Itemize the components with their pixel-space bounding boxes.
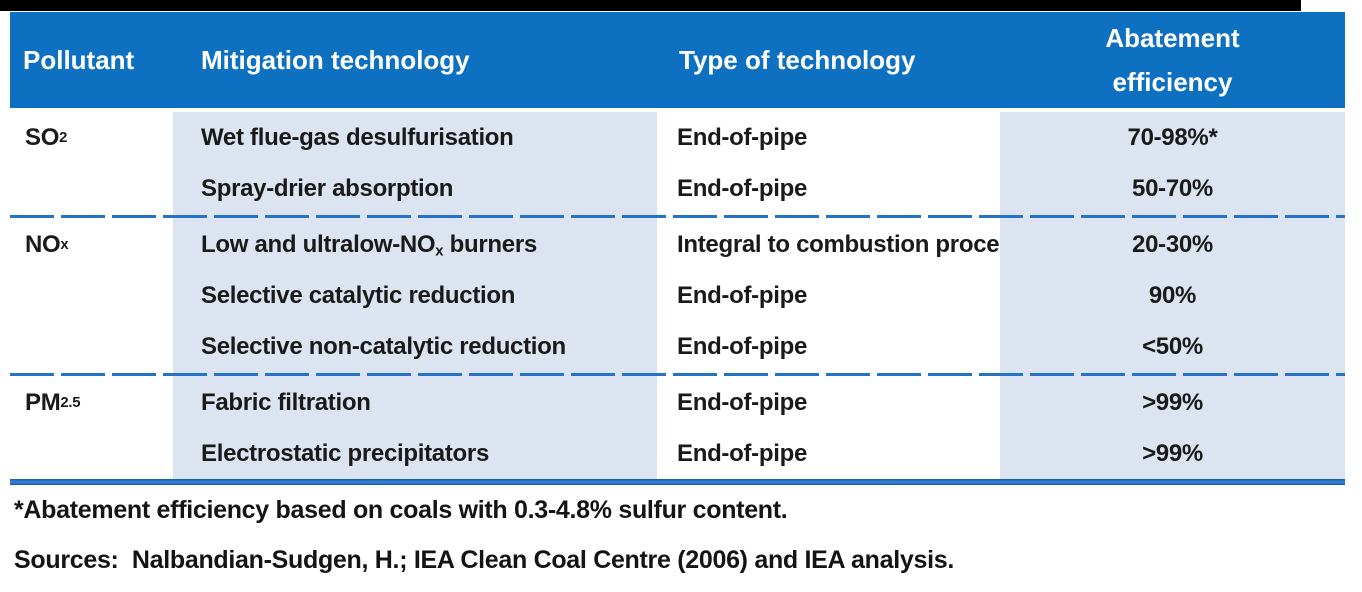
technology-cell: Electrostatic precipitators <box>173 428 657 479</box>
pollutant-cell <box>10 428 173 479</box>
efficiency-text: >99% <box>1142 388 1203 416</box>
type-cell: End-of-pipe <box>657 270 1000 321</box>
pollutant-cell: SO 2 <box>25 123 68 151</box>
efficiency-cell: 90% <box>1000 270 1345 321</box>
efficiency-cell: 50-70% <box>1000 163 1345 214</box>
pollutants-table: Pollutant Mitigation technology Type of … <box>10 12 1345 485</box>
technology-text: Selective catalytic reduction <box>201 282 515 310</box>
header-type-of-technology-label: Type of technology <box>679 44 916 75</box>
pollutant-base: SO <box>25 123 60 151</box>
pollutant-base: PM <box>25 388 61 416</box>
table-bottom-border <box>10 479 1345 485</box>
dashed-separator-line <box>10 215 1345 218</box>
pollutant-cell: PM 2.5 <box>25 388 81 416</box>
type-cell: Integral to combustion process <box>657 219 1026 270</box>
technology-cell: Low and ultralow-NOx burners <box>173 219 657 270</box>
technology-text-pre: Wet flue-gas desulfurisation <box>201 123 514 151</box>
efficiency-text: >99% <box>1142 439 1203 467</box>
table-row: Selective non-catalytic reduction End-of… <box>10 321 1345 372</box>
technology-text-pre: Low and ultralow-NO <box>201 230 436 258</box>
technology-text-pre: Fabric filtration <box>201 388 371 416</box>
header-pollutant: Pollutant <box>10 12 173 108</box>
efficiency-text: 50-70% <box>1132 174 1213 202</box>
table-row: PM 2.5 Fabric filtration End-of-pipe >99% <box>10 377 1345 428</box>
table-body: SO 2 Wet flue-gas desulfurisation End-of-… <box>10 112 1345 485</box>
footnote-text: *Abatement efficiency based on coals wit… <box>14 496 788 524</box>
table-row: Electrostatic precipitators End-of-pipe … <box>10 428 1345 479</box>
technology-cell: Selective non-catalytic reduction <box>173 321 657 372</box>
type-cell: End-of-pipe <box>657 112 1000 163</box>
type-text: Integral to combustion process <box>677 230 1026 258</box>
top-border-bar <box>0 0 1301 11</box>
type-cell: End-of-pipe <box>657 321 1000 372</box>
technology-cell: Spray-drier absorption <box>173 163 657 214</box>
technology-text-pre: Spray-drier absorption <box>201 174 454 202</box>
type-cell: End-of-pipe <box>657 428 1000 479</box>
technology-cell: Selective catalytic reduction <box>173 270 657 321</box>
table-row: NO x Low and ultralow-NOx burners Integra… <box>10 219 1345 270</box>
pollutant-cell: NO x <box>25 230 69 258</box>
pollutant-cell <box>10 321 173 372</box>
type-text: End-of-pipe <box>677 174 808 202</box>
technology-text-post: burners <box>443 230 538 258</box>
header-abatement-efficiency: Abatement efficiency <box>1000 12 1345 108</box>
table-notes: *Abatement efficiency based on coals wit… <box>14 496 954 575</box>
type-text: End-of-pipe <box>677 281 808 309</box>
header-mitigation-technology-label: Mitigation technology <box>201 44 470 75</box>
efficiency-text: 70-98%* <box>1127 123 1218 151</box>
efficiency-text: <50% <box>1142 332 1203 360</box>
efficiency-cell: 20-30% <box>1000 219 1345 270</box>
technology-text: Low and ultralow-NOx burners <box>201 231 537 259</box>
technology-text-pre: Selective non-catalytic reduction <box>201 332 566 360</box>
efficiency-text: 20-30% <box>1132 230 1213 258</box>
pollutant-base: NO <box>25 230 61 258</box>
dashed-separator-line <box>10 373 1345 376</box>
technology-text: Fabric filtration <box>201 389 371 417</box>
technology-text: Wet flue-gas desulfurisation <box>201 124 514 152</box>
table-row: SO 2 Wet flue-gas desulfurisation End-of-… <box>10 112 1345 163</box>
type-text: End-of-pipe <box>677 332 808 360</box>
group-separator <box>10 372 1345 377</box>
technology-text: Electrostatic precipitators <box>201 440 489 468</box>
type-cell: End-of-pipe <box>657 377 1000 428</box>
table-row: Spray-drier absorption End-of-pipe 50-70… <box>10 163 1345 214</box>
technology-text-pre: Selective catalytic reduction <box>201 281 516 309</box>
type-cell: End-of-pipe <box>657 163 1000 214</box>
header-pollutant-label: Pollutant <box>23 44 135 75</box>
group-separator <box>10 214 1345 219</box>
efficiency-cell: >99% <box>1000 428 1345 479</box>
efficiency-cell: <50% <box>1000 321 1345 372</box>
table-header-row: Pollutant Mitigation technology Type of … <box>10 12 1345 108</box>
type-text: End-of-pipe <box>677 123 808 151</box>
technology-text: Selective non-catalytic reduction <box>201 333 566 361</box>
pollutant-cell <box>10 270 173 321</box>
type-text: End-of-pipe <box>677 439 808 467</box>
technology-cell: Fabric filtration <box>173 377 657 428</box>
technology-subscript: x <box>435 243 444 260</box>
efficiency-cell: >99% <box>1000 377 1345 428</box>
efficiency-text: 90% <box>1148 281 1197 309</box>
type-text: End-of-pipe <box>677 388 808 416</box>
table-row: Selective catalytic reduction End-of-pip… <box>10 270 1345 321</box>
header-type-of-technology: Type of technology <box>657 12 1000 108</box>
header-mitigation-technology: Mitigation technology <box>173 12 657 108</box>
pollutant-cell <box>10 163 173 214</box>
header-abatement-efficiency-label: Abatement efficiency <box>1105 22 1240 97</box>
technology-cell: Wet flue-gas desulfurisation <box>173 112 657 163</box>
technology-text-pre: Electrostatic precipitators <box>201 439 489 467</box>
technology-text: Spray-drier absorption <box>201 175 453 203</box>
efficiency-cell: 70-98%* <box>1000 112 1345 163</box>
sources-text: Sources: Nalbandian-Sudgen, H.; IEA Clea… <box>14 546 954 574</box>
